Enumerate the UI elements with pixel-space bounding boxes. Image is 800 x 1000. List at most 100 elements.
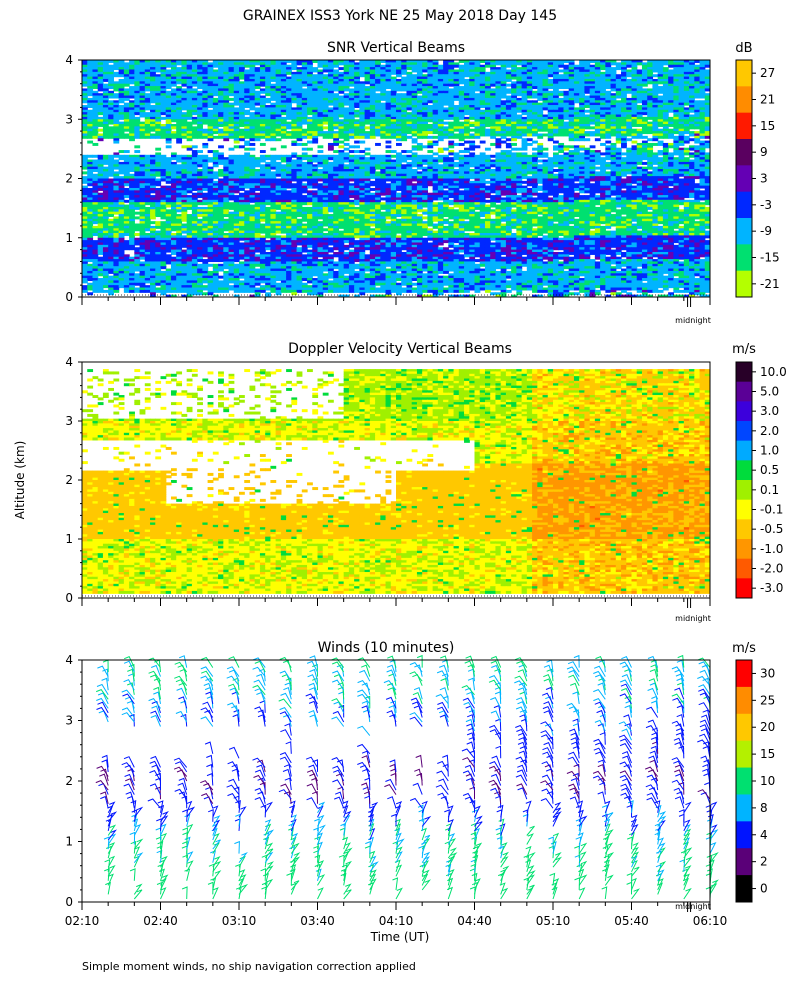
snr-cell [678,95,685,99]
snr-cell [636,105,643,108]
snr-cell [547,71,554,75]
snr-cell [553,126,559,130]
snr-cell [144,93,151,97]
snr-cell [542,102,549,106]
snr-cell [605,145,612,149]
snr-cell [542,64,549,68]
snr-cell [406,74,413,78]
snr-cell [191,90,198,94]
snr-cell [223,69,230,73]
snr-cell [354,133,360,137]
snr-cell [291,60,298,63]
snr-cell [364,152,371,156]
snr-cell [380,76,387,80]
snr-cell [579,154,585,158]
snr-cell [228,74,235,78]
snr-cell [652,93,659,97]
snr-cell [652,142,659,146]
snr-cell [333,93,340,97]
snr-cell [218,119,224,123]
snr-cell [647,102,654,106]
snr-cell [259,107,266,111]
snr-cell [228,119,235,123]
snr-cell [652,109,659,113]
snr-cell [317,97,324,101]
snr-cell [108,109,114,113]
snr-cell [448,131,455,135]
snr-cell [286,154,292,158]
snr-cell [129,109,135,113]
snr-cell [369,123,376,127]
snr-cell [469,100,476,104]
snr-cell [390,164,397,168]
snr-cell [307,86,313,90]
snr-cell [92,131,99,135]
snr-cell [385,164,392,168]
snr-cell [668,62,674,66]
snr-cell [636,119,643,123]
snr-cell [144,88,151,92]
snr-cell [375,166,381,170]
snr-cell [495,93,502,97]
snr-cell [254,109,261,113]
snr-cell [558,64,565,68]
snr-cell [427,126,434,130]
snr-cell [615,105,622,108]
snr-cell [396,69,402,73]
snr-cell [270,135,277,139]
snr-cell [333,140,340,144]
snr-cell [673,114,680,118]
snr-cell [160,128,167,132]
snr-cell [165,145,172,149]
snr-cell [631,81,638,85]
snr-cell [155,102,162,106]
snr-cell [296,133,303,137]
snr-cell [484,83,491,87]
snr-cell [542,74,549,78]
snr-cell [526,76,533,80]
snr-cell [197,116,203,120]
snr-cell [526,90,533,94]
snr-cell [218,159,224,163]
snr-cell [317,145,324,149]
snr-cell [537,102,544,106]
snr-cell [108,135,114,139]
snr-cell [223,74,230,78]
snr-cell [265,138,271,142]
snr-cell [338,133,345,137]
snr-cell [537,105,544,108]
snr-cell [207,97,214,101]
snr-cell [108,100,114,104]
snr-cell [301,131,308,135]
snr-cell [275,69,282,73]
snr-cell [286,93,292,97]
snr-cell [521,88,528,92]
snr-cell [396,74,402,78]
snr-cell [673,138,680,142]
snr-cell [296,116,303,120]
snr-cell [385,86,392,90]
snr-cell [364,71,371,75]
snr-cell [532,133,538,137]
snr-cell [139,69,146,73]
snr-cell [82,135,88,139]
snr-cell [369,97,376,101]
snr-cell [589,86,596,90]
snr-cell [479,83,486,87]
snr-cell [479,154,486,158]
snr-cell [641,135,648,139]
snr-cell [579,88,585,92]
snr-cell [704,123,710,127]
snr-cell [704,142,710,146]
snr-cell [113,83,120,87]
snr-cell [621,74,627,78]
snr-cell [92,107,99,111]
snr-cell [113,114,120,118]
snr-cell [343,142,350,146]
snr-cell [129,90,135,94]
snr-cell [563,152,570,156]
snr-cell [212,123,219,127]
snr-cell [139,166,146,170]
snr-cell [668,71,674,75]
snr-cell [683,74,690,78]
